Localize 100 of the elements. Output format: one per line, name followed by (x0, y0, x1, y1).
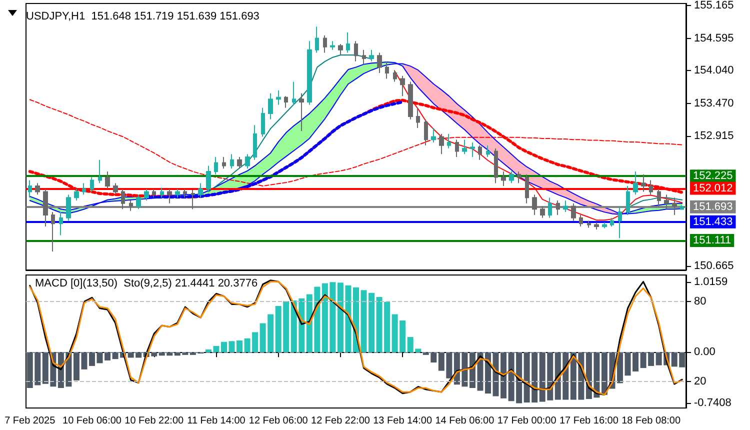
candlestick (206, 165, 211, 192)
candlestick (408, 81, 413, 120)
candlestick (478, 144, 482, 160)
candlestick (548, 197, 552, 218)
candlestick (74, 188, 79, 201)
candlestick (532, 194, 537, 216)
candlestick (28, 180, 32, 198)
candlestick (633, 171, 638, 196)
candlestick (626, 185, 630, 216)
y-tick-label: 154.040 (694, 64, 734, 77)
candlestick (439, 133, 444, 155)
candlestick (307, 40, 312, 106)
candlestick (494, 148, 498, 184)
y-tick-label: 154.595 (694, 32, 734, 45)
candlestick (455, 139, 459, 158)
y-tick-label: 155.165 (694, 0, 734, 12)
y2-tick-label: 80 (694, 296, 706, 308)
bar (89, 352, 95, 366)
candlestick (261, 107, 265, 138)
candlestick (160, 187, 164, 198)
candlestick (90, 176, 94, 192)
x-tick-label: 12 Feb 06:00 (248, 416, 308, 426)
candlestick (113, 182, 118, 196)
candlestick (579, 214, 583, 228)
candlestick (486, 144, 490, 158)
candlestick (315, 26, 319, 54)
y-tick-label: -0.7408 (694, 397, 732, 410)
y-tick-label: 1.0159 (694, 276, 728, 288)
candlestick (66, 194, 71, 222)
candlestick (214, 156, 218, 175)
y2-tick-label: 20 (694, 375, 706, 388)
candlestick (105, 171, 110, 190)
candlestick (276, 90, 281, 106)
x-tick-label: 17 Feb 00:00 (497, 416, 557, 426)
candlestick (672, 197, 677, 216)
candlestick (253, 124, 257, 160)
candlestick (330, 40, 335, 50)
candlestick (680, 204, 684, 210)
bar (221, 342, 227, 352)
candlestick (43, 188, 48, 228)
candlestick (191, 190, 195, 210)
candlestick (299, 92, 304, 132)
line-series (144, 100, 404, 198)
y-tick-label: 150.665 (694, 260, 734, 272)
ref-line-label: 151.433 (693, 216, 733, 228)
candlestick (268, 92, 273, 120)
candlestick (35, 182, 40, 196)
candlestick (385, 60, 389, 80)
candlestick (369, 49, 374, 62)
y-tick-label: 0.00 (694, 346, 716, 358)
candlestick (323, 34, 327, 54)
candlestick (664, 194, 669, 210)
x-tick-label: 18 Feb 08:00 (622, 416, 681, 426)
candlestick (517, 171, 521, 184)
x-tick-label: 12 Feb 22:00 (311, 416, 370, 426)
candlestick (431, 128, 436, 144)
candlestick (462, 139, 467, 155)
candlestick (641, 174, 646, 192)
candlestick (400, 75, 405, 97)
candlestick (136, 194, 141, 210)
candlestick (346, 32, 350, 54)
y-tick-label: 152.915 (694, 130, 734, 142)
candlestick (540, 206, 545, 218)
text: USDJPY,H1 151.648 151.719 151.639 151.693 (26, 10, 260, 22)
candlestick (222, 156, 226, 170)
candlestick (470, 142, 475, 158)
candlestick (338, 44, 343, 56)
x-tick-label: 17 Feb 16:00 (559, 416, 619, 426)
candlestick (129, 200, 133, 212)
candlestick (144, 188, 149, 201)
candlestick (121, 188, 125, 210)
candlestick (563, 200, 568, 213)
candlestick (198, 182, 203, 198)
ref-line-label: 152.012 (693, 182, 733, 194)
candlestick (393, 70, 397, 82)
x-tick-label: 7 Feb 2025 (4, 416, 56, 426)
ref-line-label: 151.111 (693, 234, 732, 246)
ref-line-label: 152.225 (693, 170, 733, 182)
ref-line-label: 151.693 (693, 200, 733, 213)
candlestick (82, 182, 86, 196)
x-tick-label: 14 Feb 06:00 (435, 416, 495, 426)
candlestick (362, 49, 366, 65)
candlestick (424, 118, 428, 146)
candlestick (509, 171, 514, 184)
candlestick (501, 171, 506, 186)
candlestick (447, 133, 451, 149)
x-tick-label: 10 Feb 22:00 (124, 416, 184, 426)
candlestick (525, 174, 529, 204)
candlestick (377, 52, 382, 74)
candlestick (602, 222, 607, 229)
candlestick (167, 188, 172, 204)
candlestick (98, 159, 102, 184)
candlestick (657, 188, 661, 207)
candlestick (175, 188, 180, 198)
candlestick (51, 212, 55, 252)
candlestick (230, 154, 234, 170)
candlestick (594, 222, 599, 230)
candlestick (245, 154, 250, 170)
y-tick-label: 153.470 (694, 98, 734, 110)
chart-title: MACD [0](13,50) Sto(9,2,5) 21.4441 20.3776 (35, 278, 258, 290)
